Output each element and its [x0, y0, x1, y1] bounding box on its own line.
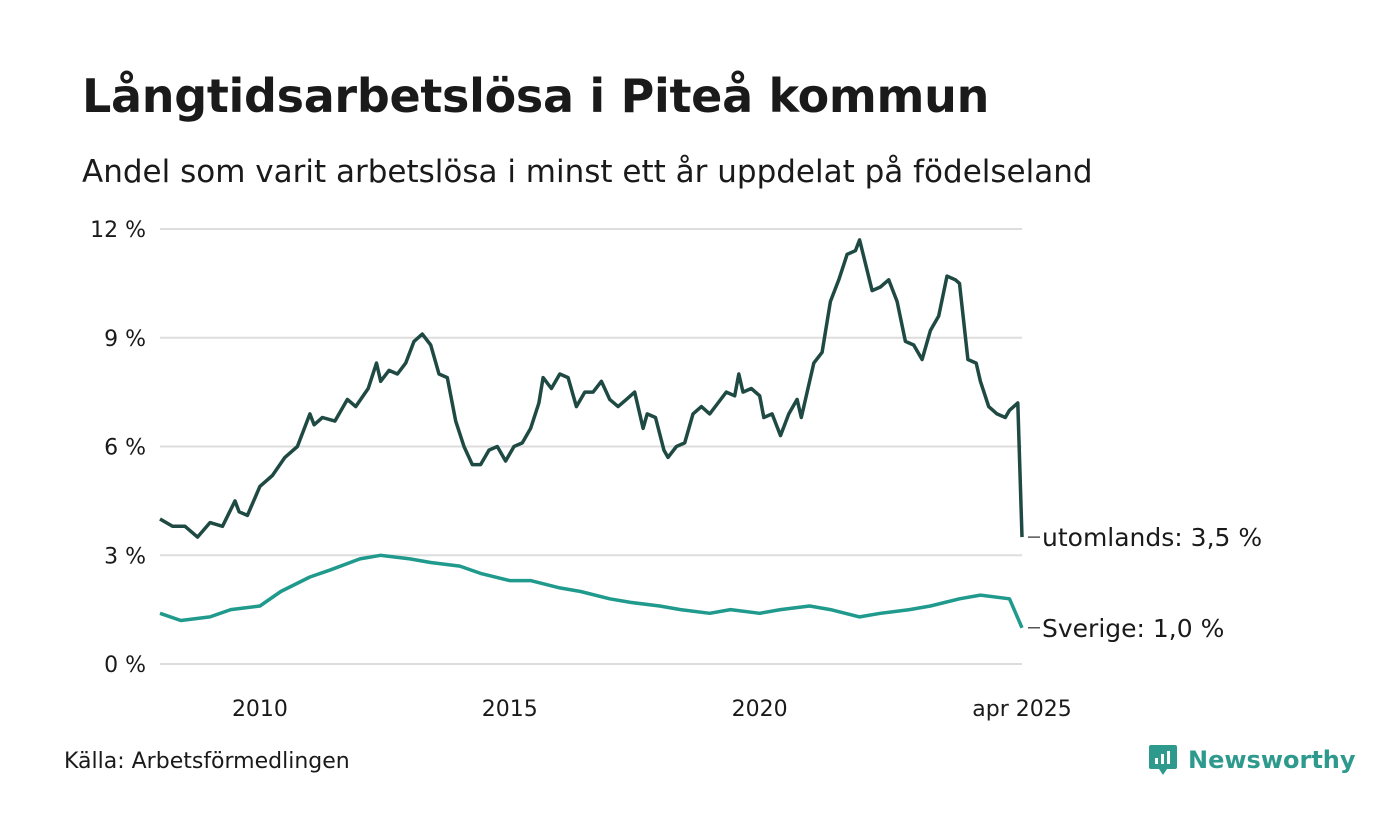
x-tick-label: 2015: [482, 697, 538, 722]
y-tick-label: 0 %: [104, 653, 146, 678]
y-tick-label: 9 %: [104, 327, 146, 352]
y-tick-label: 6 %: [104, 436, 146, 461]
source-note: Källa: Arbetsförmedlingen: [64, 749, 350, 774]
x-tick-label: apr 2025: [972, 697, 1071, 722]
newsworthy-logo: Newsworthy: [1148, 743, 1356, 777]
y-tick-label: 3 %: [104, 544, 146, 569]
series-end-label-1: Sverige: 1,0 %: [1042, 614, 1224, 643]
newsworthy-logo-icon: [1149, 745, 1177, 775]
x-tick-label: 2010: [232, 697, 288, 722]
logo-text: Newsworthy: [1188, 746, 1356, 774]
x-tick-label: 2020: [732, 697, 788, 722]
y-tick-label: 12 %: [90, 218, 146, 243]
chart-title: Långtidsarbetslösa i Piteå kommun: [82, 69, 990, 123]
series-line-1: [159, 553, 1024, 629]
series-line-0: [159, 238, 1024, 539]
chart-subtitle: Andel som varit arbetslösa i minst ett å…: [82, 154, 1093, 190]
series-end-label-0: utomlands: 3,5 %: [1042, 523, 1262, 552]
